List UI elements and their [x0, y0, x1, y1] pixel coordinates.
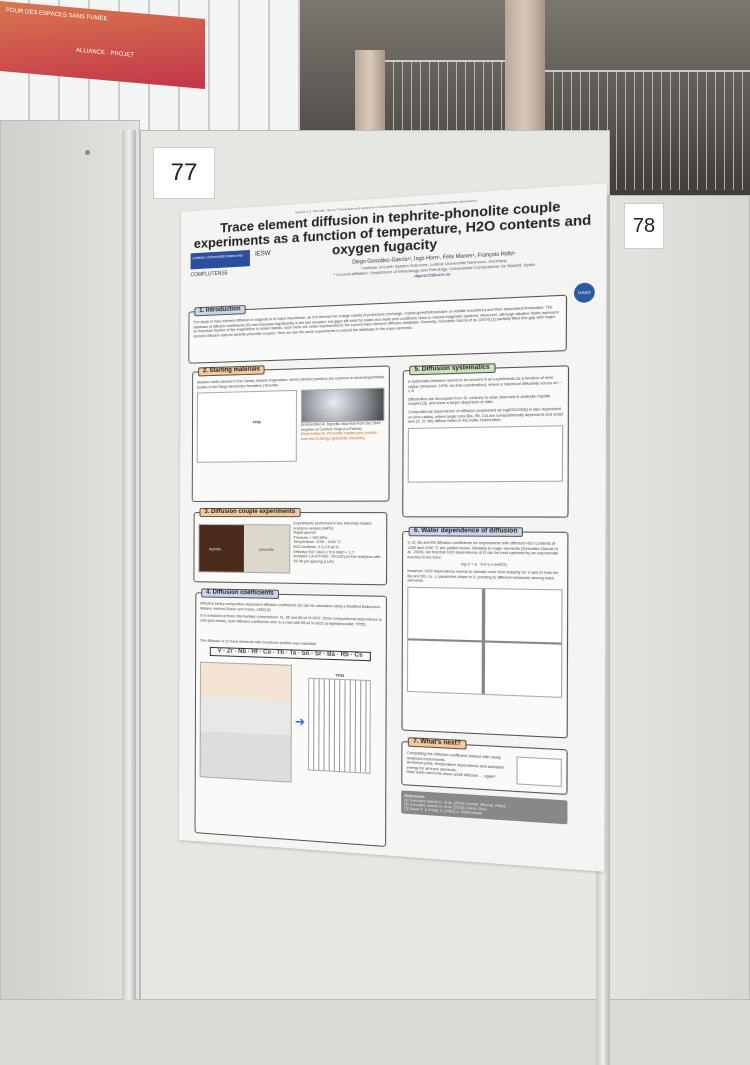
section-heading: 5. Diffusion systematics [409, 363, 496, 375]
section-text: Effective binary composition-dependent d… [200, 601, 382, 612]
banner-text: ALLIANCE · PROJET [76, 47, 135, 59]
label-phonolite: phonolite [258, 547, 274, 552]
logos: Leibniz Universität Hannover IESW COMPLU… [190, 249, 271, 279]
daad-logo: DAAD [573, 282, 595, 304]
section-text: Experiments performed in two internally … [293, 521, 372, 531]
couple-image: tephrite phonolite [198, 524, 291, 574]
display-panel-right [600, 195, 750, 1000]
section-text: However, H2O dependence seems to deviate… [407, 568, 559, 583]
section-diffusion-systematics: 5. Diffusion systematics A systematic be… [402, 363, 570, 518]
panel-pole [122, 130, 136, 1000]
section-introduction: 1. Introduction The study of trace eleme… [188, 294, 568, 364]
bullet: A systematic behavior seems to be presen… [408, 375, 563, 394]
equation: log D = a · b·e^(-c·wH2O) [461, 562, 507, 568]
satellite-image [300, 387, 385, 423]
plot-label: TP55 [335, 673, 345, 679]
analysis-text: Analysis: LA-ICP-MS · 20x100 µm line ana… [293, 554, 381, 564]
systematics-plots [407, 424, 564, 483]
section-water-dependence: 6. Water dependence of diffusion V, Zr, … [401, 526, 569, 739]
endmember-b: Endmember B: Phonolitic crystal-poor pum… [300, 430, 377, 442]
diffusion-profile-plot [199, 661, 292, 783]
panel-bolt [85, 150, 90, 155]
ucm-logo: COMPLUTENSE [190, 270, 229, 279]
arrow-icon: ➜ [294, 714, 306, 730]
ree-profile-plot [516, 756, 562, 788]
section-text: V, Zr, Ba and Rb diffusion coefficients … [407, 540, 558, 560]
section-heading: 7. What's next? [407, 737, 467, 750]
bullet: Compositional dependence of diffusion (e… [407, 406, 563, 424]
water-dependence-plots [406, 586, 563, 698]
section-diffusion-coefficients: 4. Diffusion coefficients Effective bina… [194, 588, 387, 848]
iesw-logo: IESW [255, 250, 271, 258]
section-diffusion-couple: 3. Diffusion couple experiments tephrite… [193, 507, 388, 586]
scientific-poster: Session 1.3. Pilot talk · Boron? Timesca… [178, 183, 607, 872]
luh-logo: Leibniz Universität Hannover [190, 249, 250, 270]
bullet: Diffusivities are decoupled from Si, con… [407, 393, 551, 407]
display-panel-left [0, 120, 140, 1000]
section-heading: 4. Diffusion coefficients [201, 588, 279, 599]
board-number-78: 78 [624, 203, 664, 249]
tas-diagram: TP50 [196, 390, 297, 464]
board-number-77: 77 [153, 147, 215, 199]
section-heading: 1. Introduction [194, 305, 246, 316]
coefficient-plot: TP55 [308, 673, 371, 774]
section-starting-materials: 2. Starting materials Alkaline melts rel… [191, 365, 390, 502]
section-text: The study of trace element diffusion in … [193, 305, 559, 339]
plot-label: TP50 [252, 420, 261, 425]
label-tephrite: tephrite [209, 547, 222, 552]
section-heading: 2. Starting materials [198, 365, 265, 377]
references: References [1] González-García D. et al.… [401, 790, 568, 825]
section-heading: 3. Diffusion couple experiments [199, 507, 301, 517]
section-heading: 6. Water dependence of diffusion [408, 526, 524, 537]
section-whats-next: 7. What's next? Completing the diffusion… [401, 737, 568, 796]
